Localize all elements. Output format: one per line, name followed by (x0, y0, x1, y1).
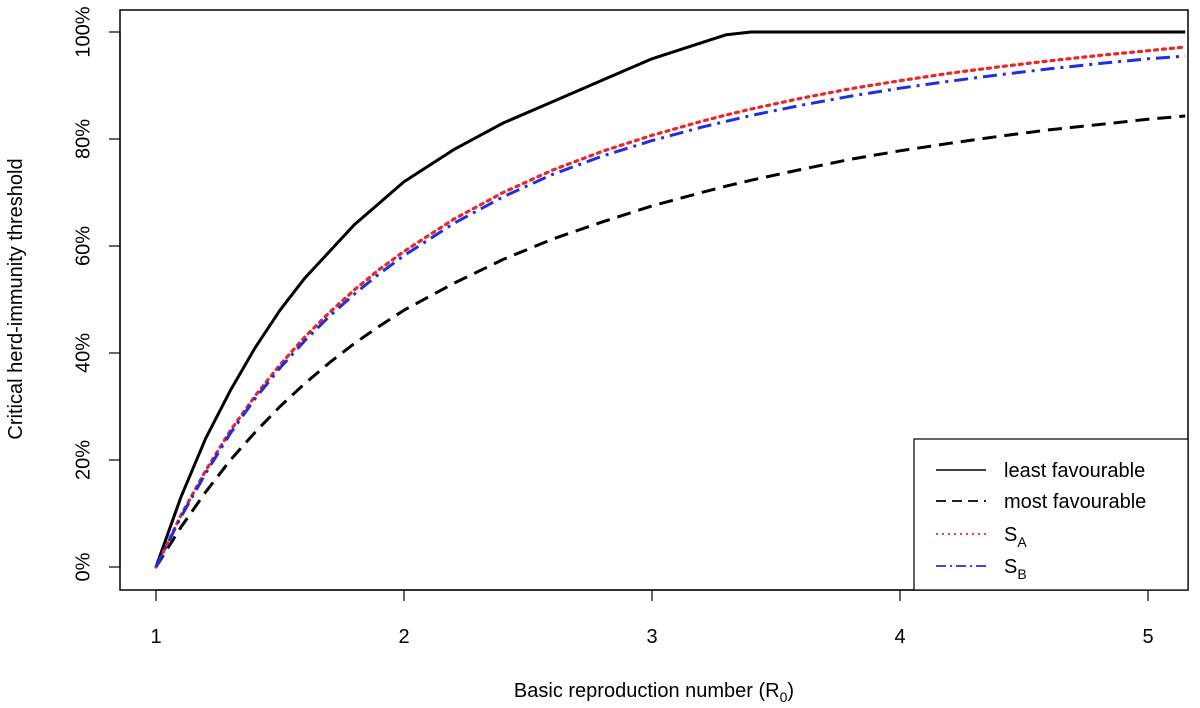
legend-label-2: most favourable (1004, 491, 1146, 513)
series-line-2 (154, 114, 1186, 568)
series-line-3 (154, 45, 1187, 569)
x-tick-label: 1 (150, 626, 161, 648)
y-tick-label: 100% (72, 6, 94, 57)
x-axis: 1 2 3 4 5 (150, 589, 1154, 648)
y-axis: 0% 20% 40% 60% 80% 100% (72, 6, 121, 581)
x-axis-title: Basic reproduction number (R0) (514, 680, 794, 705)
y-tick-label: 40% (72, 333, 94, 373)
x-tick-label: 3 (646, 626, 657, 648)
series-line-4 (154, 54, 1186, 568)
legend-label-1: least favourable (1004, 460, 1145, 482)
y-tick-label: 80% (72, 119, 94, 159)
legend: least favourable most favourable SA SB (913, 438, 1189, 591)
y-tick-label: 20% (72, 440, 94, 480)
y-tick-label: 60% (72, 226, 94, 266)
y-tick-label: 0% (72, 552, 94, 581)
series-line-1 (154, 30, 1186, 568)
series-layer (154, 30, 1187, 569)
x-tick-label: 4 (894, 626, 905, 648)
legend-box (913, 438, 1189, 591)
y-axis-title: Critical herd-immunity threshold (5, 158, 27, 439)
legend-label-3: SA (1004, 524, 1027, 550)
x-tick-label: 2 (398, 626, 409, 648)
legend-label-4: SB (1004, 556, 1027, 582)
x-tick-label: 5 (1142, 626, 1153, 648)
